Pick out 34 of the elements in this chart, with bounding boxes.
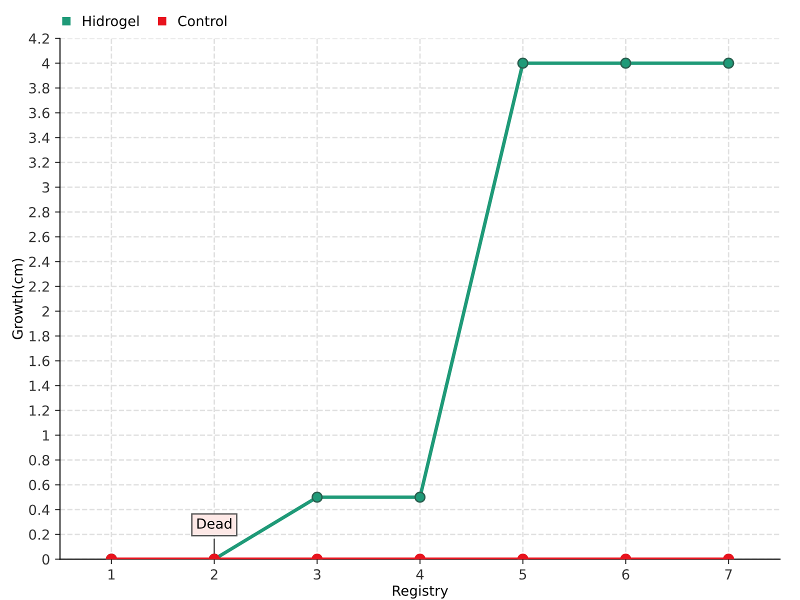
annotation: Dead	[197, 518, 232, 529]
y-tick-label: 1.6	[30, 356, 50, 366]
y-tick-label: 0.4	[29, 504, 50, 516]
y-tick-label: 1.2	[30, 405, 49, 416]
y-tick-label: 1.4	[30, 380, 50, 391]
x-tick-label: 7	[725, 569, 732, 580]
y-tick-label: 0.8	[29, 454, 50, 466]
x-tick-label: 3	[314, 569, 320, 580]
legend-label: Control	[178, 16, 226, 26]
y-tick-label: 0.2	[29, 529, 49, 540]
y-tick-label: 2.2	[29, 281, 49, 292]
y-tick-label: 1.8	[30, 330, 50, 342]
x-tick-label: 1	[108, 569, 115, 580]
legend-label: Hidrogel	[83, 16, 139, 29]
y-tick-label: 3.8	[29, 82, 50, 94]
y-tick-label: 2	[42, 306, 49, 316]
y-tick-label: 3.6	[29, 108, 50, 118]
y-tick-label: 2.4	[29, 256, 50, 267]
x-axis-title: Registry	[392, 585, 448, 599]
x-tick-label: 6	[622, 569, 630, 580]
x-tick-label: 5	[520, 569, 526, 580]
x-tick-label: 4	[416, 569, 424, 580]
y-tick-label: 3.4	[29, 132, 50, 144]
y-tick-label: 2.8	[29, 206, 50, 218]
x-tick-label: 2	[210, 569, 218, 580]
y-tick-label: 1	[42, 430, 49, 440]
y-tick-label: 3	[42, 182, 50, 193]
y-tick-label: 0.6	[29, 480, 50, 490]
y-tick-label: 4.2	[28, 33, 49, 44]
y-tick-label: 3.2	[29, 157, 49, 168]
y-tick-label: 0	[42, 554, 50, 565]
y-tick-label: 4	[42, 58, 50, 68]
y-tick-label: 2.6	[29, 232, 50, 242]
y-axis-title: Growth(cm)	[12, 258, 24, 340]
